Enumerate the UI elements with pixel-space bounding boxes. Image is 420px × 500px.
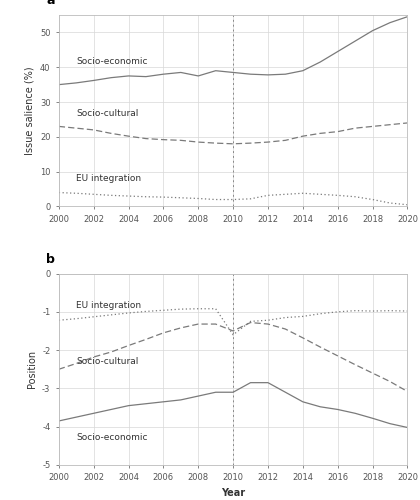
Text: Socio-economic: Socio-economic xyxy=(76,433,148,442)
X-axis label: Year: Year xyxy=(221,488,245,498)
Text: Socio-cultural: Socio-cultural xyxy=(76,356,139,366)
Y-axis label: Issue salience (%): Issue salience (%) xyxy=(24,66,34,155)
Text: b: b xyxy=(47,253,55,266)
Y-axis label: Position: Position xyxy=(26,350,37,389)
Text: EU integration: EU integration xyxy=(76,301,142,310)
Text: EU integration: EU integration xyxy=(76,174,142,184)
Text: Socio-economic: Socio-economic xyxy=(76,56,148,66)
Text: a: a xyxy=(47,0,55,8)
Text: Socio-cultural: Socio-cultural xyxy=(76,109,139,118)
